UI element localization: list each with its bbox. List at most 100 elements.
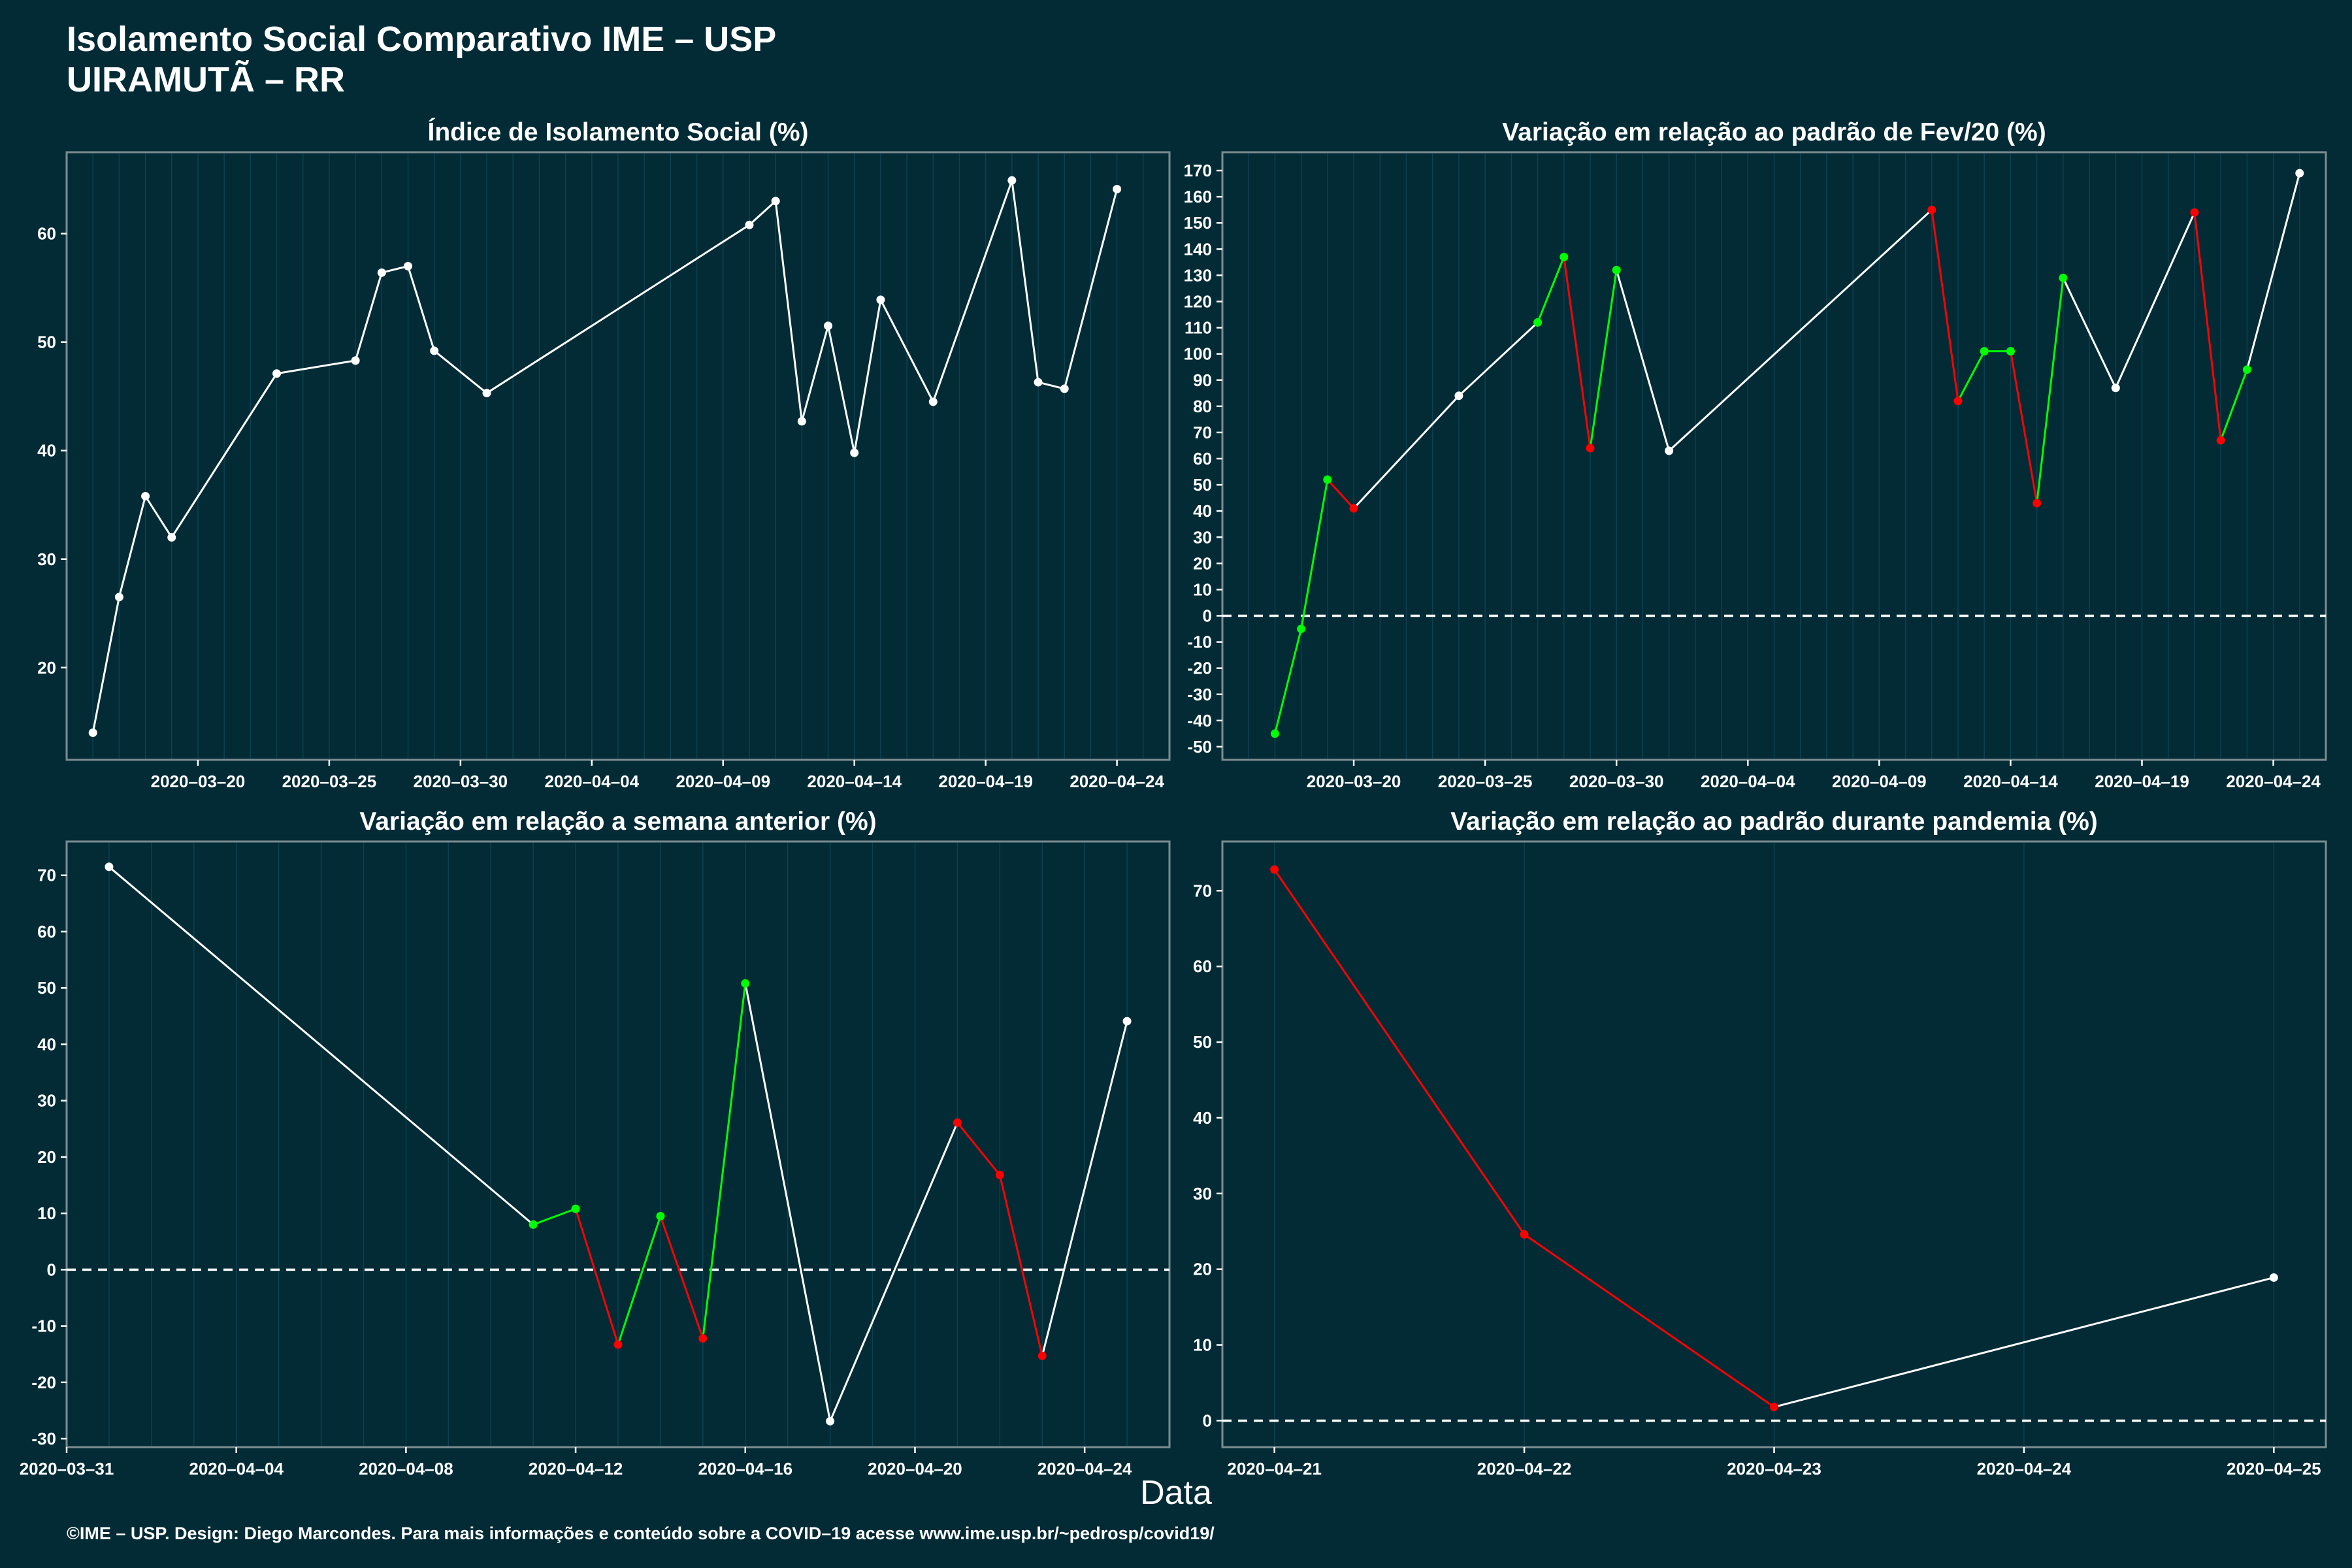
y-tick-label: 0 <box>1203 1411 1212 1430</box>
y-tick-label: 30 <box>37 549 56 569</box>
x-tick-label: 2020–04–09 <box>676 772 770 791</box>
data-point <box>1270 729 1279 738</box>
y-tick-label: 30 <box>1193 1184 1212 1203</box>
y-tick-label: 30 <box>1193 527 1212 547</box>
series-segment <box>1458 321 1539 397</box>
series-segment <box>1011 180 1039 383</box>
x-tick-label: 2020–04–25 <box>2227 1459 2321 1478</box>
x-tick-label: 2020–04–14 <box>807 772 902 791</box>
y-tick-label: -20 <box>1187 659 1212 678</box>
x-tick-label: 2020–03–30 <box>1569 772 1664 791</box>
y-tick-label: 140 <box>1184 239 1212 259</box>
y-tick-label: -20 <box>31 1373 56 1392</box>
data-point <box>2295 169 2304 178</box>
footer-credit: ©IME – USP. Design: Diego Marcondes. Par… <box>67 1524 1215 1543</box>
data-point <box>571 1204 580 1213</box>
x-tick-label: 2020–04–04 <box>545 772 640 791</box>
series-segment <box>2193 212 2222 441</box>
y-tick-label: 40 <box>1193 501 1212 521</box>
data-point <box>2111 384 2120 393</box>
y-tick-label: 40 <box>37 1034 56 1054</box>
chart-panel-1: Índice de Isolamento Social (%) 20 30 40 50 6… <box>37 118 1171 791</box>
y-tick-label: 60 <box>1193 449 1212 468</box>
y-tick-label: 20 <box>1193 553 1212 573</box>
x-tick-label: 2020–04–24 <box>1977 1459 2072 1478</box>
chart-panel-2: Variação em relação ao padrão de Fev/20 … <box>1184 118 2327 791</box>
data-point <box>1533 318 1543 327</box>
data-point <box>771 197 780 206</box>
y-tick-label: 100 <box>1184 344 1212 364</box>
y-tick-label: 0 <box>1203 606 1212 626</box>
y-tick-label: 70 <box>1193 881 1212 900</box>
x-tick-label: 2020–04–16 <box>698 1459 792 1478</box>
series-segment <box>1615 269 1671 451</box>
series-segment <box>659 1215 704 1339</box>
data-point <box>403 261 412 270</box>
x-tick-label: 2020–03–25 <box>1438 772 1533 791</box>
series-segment <box>1352 395 1460 510</box>
series-segment <box>91 596 120 733</box>
y-tick-label: 160 <box>1184 187 1212 206</box>
series-segment <box>407 265 436 351</box>
page-title: Isolamento Social Comparativo IME – USP <box>67 20 777 59</box>
y-tick-label: 20 <box>37 1147 56 1167</box>
y-tick-label: 20 <box>37 658 56 678</box>
series-segment <box>2114 212 2196 389</box>
series-segment <box>2219 369 2248 441</box>
chart-title: Variação em relação a semana anterior (%… <box>359 808 876 836</box>
data-point <box>613 1340 623 1349</box>
x-tick-label: 2020–04–21 <box>1227 1459 1322 1478</box>
x-tick-label: 2020–04–22 <box>1477 1459 1572 1478</box>
data-point <box>1560 252 1569 261</box>
series-segment <box>1273 629 1303 734</box>
y-tick-label: 30 <box>37 1091 56 1111</box>
y-tick-label: 90 <box>1193 370 1212 390</box>
data-point <box>351 356 360 365</box>
data-point <box>141 491 150 500</box>
data-point <box>824 321 833 331</box>
y-tick-label: 50 <box>37 333 56 352</box>
series-segment <box>774 201 803 422</box>
data-point <box>745 220 754 229</box>
series-segment <box>800 325 829 422</box>
data-point <box>928 397 938 406</box>
series-segment <box>1326 479 1355 510</box>
data-point <box>167 533 176 542</box>
series-segment <box>1668 209 1933 452</box>
x-tick-label: 2020–03–30 <box>414 772 508 791</box>
data-point <box>1060 384 1069 393</box>
x-tick-label: 2020–04–08 <box>359 1459 453 1478</box>
series-segment <box>1931 209 1959 402</box>
series-segment <box>486 224 750 394</box>
chart-panel-4: Variação em relação ao padrão durante pa… <box>1193 808 2327 1478</box>
x-tick-label: 2020–04–19 <box>938 772 1033 791</box>
series-segment <box>1957 350 1985 402</box>
series-segment <box>2246 172 2301 370</box>
series-segment <box>276 359 356 375</box>
data-point <box>482 389 491 398</box>
series-segment <box>354 272 383 361</box>
y-tick-label: -50 <box>1187 737 1212 757</box>
y-tick-label: 80 <box>1193 397 1212 416</box>
data-point <box>1586 444 1595 453</box>
series-segment <box>144 495 173 538</box>
series-segment <box>702 983 747 1339</box>
data-point <box>1037 1351 1047 1360</box>
series-segment <box>956 1122 1001 1176</box>
x-tick-label: 2020–04–20 <box>868 1459 962 1478</box>
data-point <box>826 1416 835 1426</box>
chart-title: Índice de Isolamento Social (%) <box>428 118 809 146</box>
data-point <box>741 979 750 988</box>
y-tick-label: 50 <box>1193 475 1212 495</box>
series-segment <box>1273 869 1526 1235</box>
x-tick-label: 2020–04–19 <box>2095 772 2189 791</box>
data-point <box>2190 208 2199 217</box>
series-segment <box>1524 1233 1775 1408</box>
data-point <box>529 1220 538 1229</box>
data-point <box>1007 176 1017 185</box>
data-point <box>88 728 97 737</box>
chart-title: Variação em relação ao padrão durante pa… <box>1450 808 2098 836</box>
data-point <box>850 448 859 457</box>
series-segment <box>1300 479 1329 629</box>
